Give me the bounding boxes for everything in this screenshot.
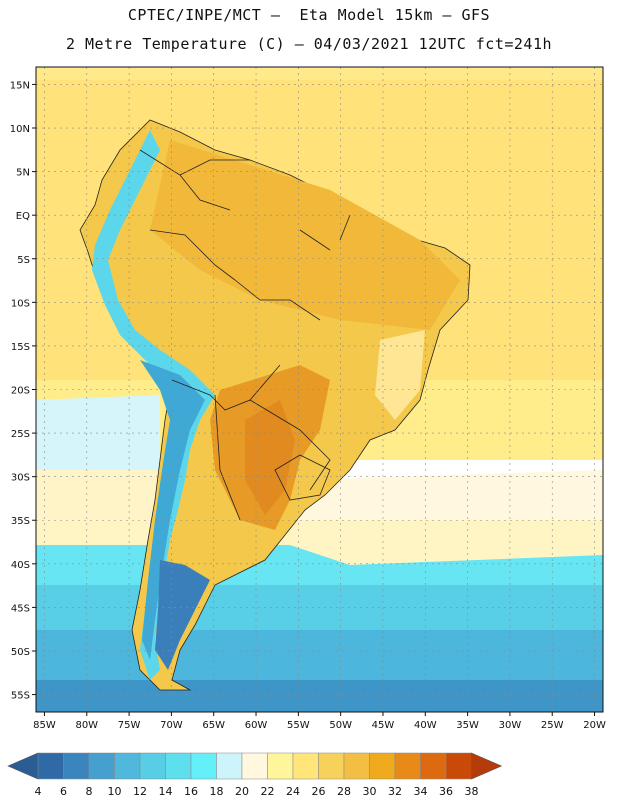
colorbar-label: 8 bbox=[86, 785, 93, 798]
colorbar-label: 38 bbox=[465, 785, 479, 798]
lon-tick-label: 70W bbox=[160, 720, 183, 731]
colorbar-over-arrow bbox=[471, 752, 503, 780]
lat-tick-label: 25S bbox=[11, 429, 30, 440]
colorbar: 4 6 8 10 12 14 16 18 20 22 24 26 28 30 32 34 36 38 bbox=[7, 752, 503, 798]
colorbar-swatch bbox=[216, 752, 243, 780]
colorbar-label: 22 bbox=[261, 785, 275, 798]
pampas-hot-core bbox=[245, 400, 295, 515]
map-panel bbox=[36, 67, 603, 712]
lon-tick-label: 65W bbox=[202, 720, 225, 731]
colorbar-swatch bbox=[241, 752, 268, 780]
ocean-pacific-cool-band bbox=[36, 395, 160, 480]
colorbar-swatch bbox=[88, 752, 115, 780]
colorbar-swatch bbox=[63, 752, 90, 780]
lat-tick-label: EQ bbox=[16, 211, 30, 222]
lat-tick-label: 15N bbox=[10, 80, 30, 91]
colorbar-label: 34 bbox=[414, 785, 428, 798]
lat-tick-label: 20S bbox=[11, 386, 30, 397]
lon-tick-label: 55W bbox=[287, 720, 310, 731]
lat-tick-label: 5N bbox=[16, 168, 30, 179]
colorbar-swatch bbox=[445, 752, 472, 780]
graticule bbox=[36, 67, 603, 712]
colorbar-label: 10 bbox=[108, 785, 122, 798]
colorbar-label: 16 bbox=[184, 785, 198, 798]
colorbar-label: 4 bbox=[35, 785, 42, 798]
map-subtitle: 2 Metre Temperature (C) – 04/03/2021 12U… bbox=[65, 35, 553, 53]
lat-tick-label: 45S bbox=[11, 603, 30, 614]
andes-colder-core bbox=[140, 360, 205, 660]
lat-tick-label: 10S bbox=[11, 298, 30, 309]
colorbar-label: 20 bbox=[235, 785, 249, 798]
lat-tick-label: 55S bbox=[11, 691, 30, 702]
colorbar-label: 30 bbox=[363, 785, 377, 798]
map-title: CPTEC/INPE/MCT – Eta Model 15km – GFS bbox=[127, 6, 491, 24]
lat-tick-label: 10N bbox=[10, 124, 30, 135]
ocean-pacific-pale-band bbox=[36, 470, 170, 520]
lon-tick-label: 30W bbox=[499, 720, 522, 731]
colorbar-swatch bbox=[292, 752, 319, 780]
colorbar-label: 32 bbox=[388, 785, 402, 798]
colorbar-swatch bbox=[139, 752, 166, 780]
colorbar-swatch bbox=[190, 752, 217, 780]
colorbar-swatch bbox=[343, 752, 370, 780]
lat-tick-label: 15S bbox=[11, 342, 30, 353]
lon-tick-label: 50W bbox=[329, 720, 352, 731]
lon-tick-label: 35W bbox=[456, 720, 479, 731]
lat-tick-label: 50S bbox=[11, 647, 30, 658]
colorbar-swatch bbox=[394, 752, 421, 780]
southeast-brazil-mild-zone bbox=[375, 330, 425, 420]
lat-tick-label: 5S bbox=[17, 255, 30, 266]
lon-tick-label: 80W bbox=[75, 720, 98, 731]
colorbar-label: 6 bbox=[60, 785, 67, 798]
colorbar-label: 12 bbox=[133, 785, 147, 798]
colorbar-label: 36 bbox=[439, 785, 453, 798]
longitude-labels: 85W 80W 75W 70W 65W 60W 55W 50W 45W 40W 35W 30W 25W 2… bbox=[33, 712, 606, 731]
colorbar-swatch bbox=[165, 752, 192, 780]
latitude-labels: 15N 10N 5N EQ 5S 10S 15S 20S 25S 30S 35S 40S 45S 50S 5… bbox=[10, 80, 36, 702]
colorbar-swatch bbox=[318, 752, 345, 780]
colorbar-swatch bbox=[420, 752, 447, 780]
colorbar-label: 18 bbox=[210, 785, 224, 798]
ocean-coldest-band bbox=[36, 680, 603, 712]
lat-tick-label: 40S bbox=[11, 560, 30, 571]
lat-tick-label: 35S bbox=[11, 516, 30, 527]
lon-tick-label: 20W bbox=[583, 720, 606, 731]
colorbar-swatch bbox=[267, 752, 294, 780]
lon-tick-label: 85W bbox=[33, 720, 56, 731]
colorbar-label: 24 bbox=[286, 785, 300, 798]
colorbar-label: 26 bbox=[312, 785, 326, 798]
lon-tick-label: 60W bbox=[245, 720, 268, 731]
colorbar-under-arrow bbox=[7, 752, 39, 780]
country-borders bbox=[139, 149, 351, 521]
colorbar-swatch bbox=[114, 752, 141, 780]
lon-tick-label: 45W bbox=[372, 720, 395, 731]
patagonia-cold-zone bbox=[155, 560, 210, 670]
colorbar-label: 14 bbox=[159, 785, 173, 798]
colorbar-swatch bbox=[37, 752, 64, 780]
colorbar-label: 28 bbox=[337, 785, 351, 798]
lat-tick-label: 30S bbox=[11, 473, 30, 484]
lon-tick-label: 40W bbox=[414, 720, 437, 731]
lon-tick-label: 25W bbox=[541, 720, 564, 731]
amazon-warm-zone bbox=[150, 140, 460, 330]
lon-tick-label: 75W bbox=[118, 720, 141, 731]
colorbar-swatch bbox=[369, 752, 396, 780]
